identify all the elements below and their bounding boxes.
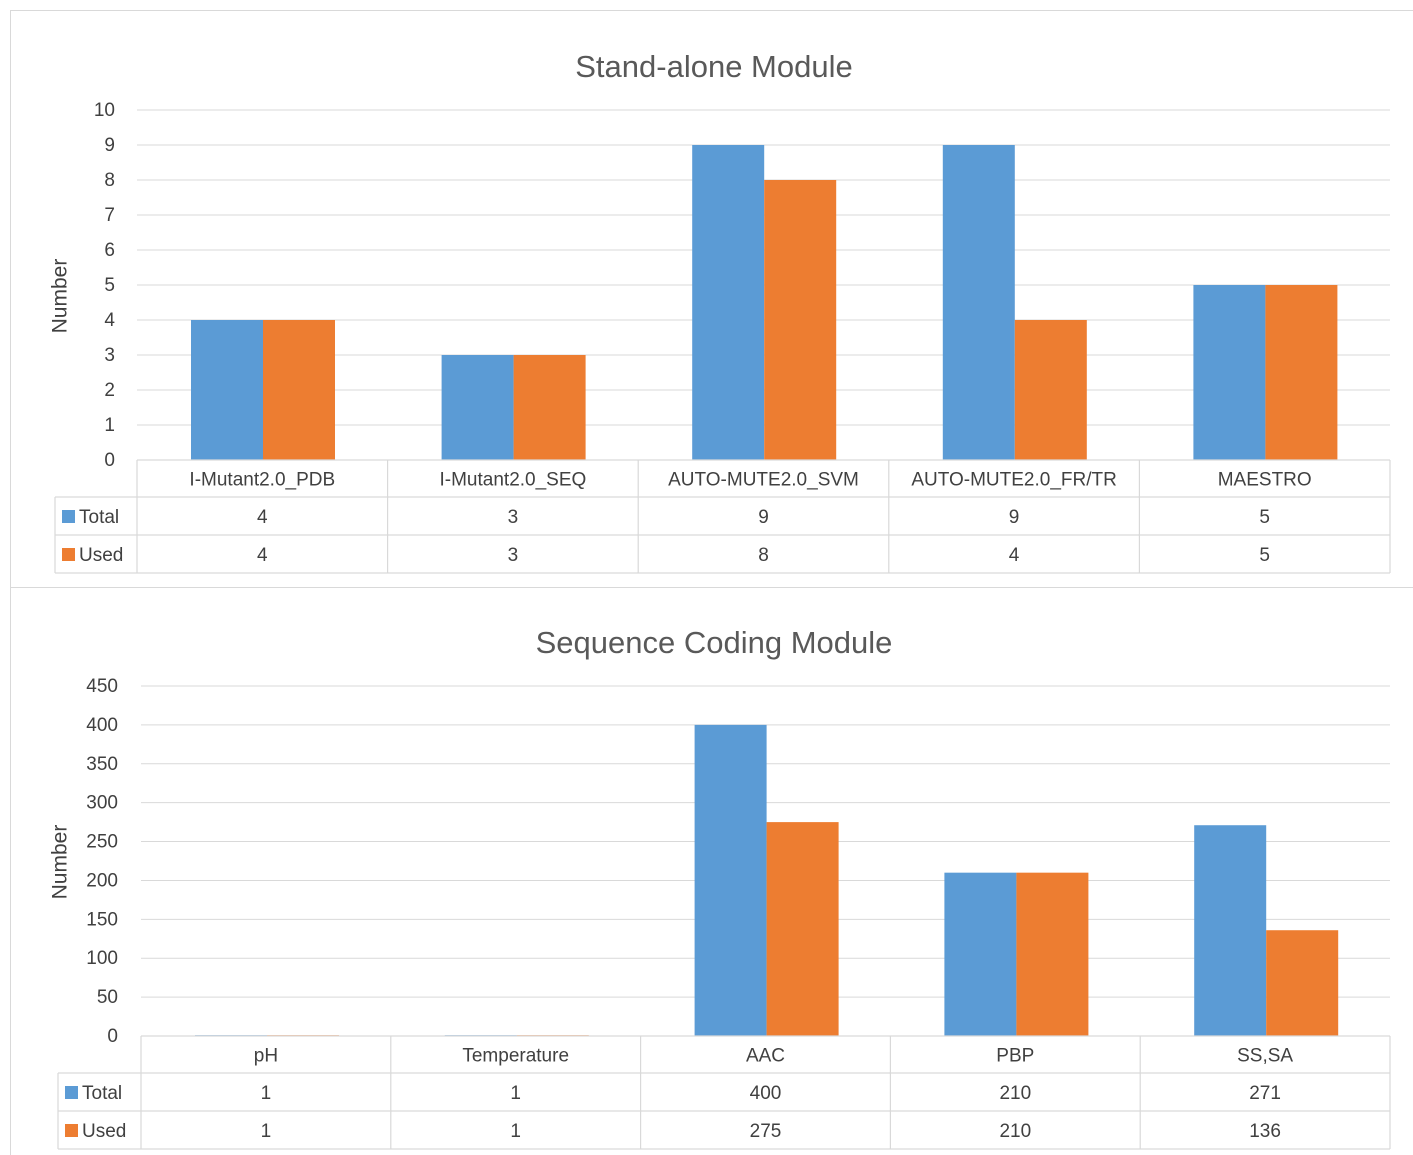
y-tick-label: 450 [86, 676, 118, 697]
bar-used [1014, 320, 1087, 460]
legend-key-total [62, 510, 75, 523]
bar-total [1194, 825, 1267, 1036]
category-label: SS,SA [1237, 1046, 1293, 1067]
bar-used [1265, 285, 1338, 460]
bar-total [944, 872, 1017, 1036]
legend-key-total [65, 1086, 78, 1099]
y-tick-label: 7 [104, 205, 115, 226]
category-label: MAESTRO [1218, 470, 1312, 491]
legend-label: Used [79, 545, 123, 566]
data-label: 1 [510, 1121, 521, 1142]
bar-used [513, 355, 586, 460]
y-tick-label: 50 [97, 987, 118, 1008]
bar-used [764, 180, 837, 460]
data-label: 4 [257, 507, 268, 528]
y-tick-label: 6 [104, 240, 115, 261]
bar-total [441, 355, 514, 460]
y-axis-label: Number [49, 259, 72, 334]
data-label: 1 [261, 1083, 272, 1104]
y-tick-label: 3 [104, 345, 115, 366]
y-tick-label: 4 [104, 310, 115, 331]
y-tick-label: 10 [94, 100, 115, 121]
legend-label: Used [82, 1121, 126, 1142]
legend-key-used [65, 1124, 78, 1137]
y-tick-label: 350 [86, 754, 118, 775]
data-label: 4 [257, 545, 268, 566]
chart-title: Sequence Coding Module [536, 625, 893, 660]
y-tick-label: 1 [104, 415, 115, 436]
y-tick-label: 300 [86, 793, 118, 814]
y-tick-label: 400 [86, 715, 118, 736]
category-label: I-Mutant2.0_PDB [189, 470, 335, 491]
data-label: 271 [1249, 1083, 1281, 1104]
category-label: AAC [746, 1046, 785, 1067]
bar-used [766, 822, 839, 1036]
legend-label: Total [82, 1083, 122, 1104]
data-label: 1 [261, 1121, 272, 1142]
sequence-coding-chart: Sequence Coding Module Number 0 50 100 150 200… [49, 625, 1391, 1150]
sequence-coding-chart-panel: Sequence Coding Module Number 0 50 100 150 200… [10, 588, 1413, 1155]
y-tick-label: 200 [86, 870, 118, 891]
y-tick-label: 5 [104, 275, 115, 296]
legend-key-used [62, 548, 75, 561]
bar-used [263, 320, 335, 460]
bar-total [191, 320, 263, 460]
bar-total [692, 145, 765, 460]
category-label: pH [254, 1046, 278, 1067]
data-label: 136 [1249, 1121, 1281, 1142]
data-label: 210 [999, 1121, 1031, 1142]
category-label: Temperature [462, 1046, 569, 1067]
data-label: 4 [1009, 545, 1020, 566]
category-label: AUTO-MUTE2.0_SVM [668, 470, 859, 491]
bar-total [1193, 285, 1266, 460]
chart-title: Stand-alone Module [575, 49, 852, 84]
y-axis-label: Number [49, 825, 72, 900]
stand-alone-chart-panel: Stand-alone Module Number 0 1 2 3 4 5 6 7 8 9 10 I-Mu… [10, 10, 1413, 588]
data-label: 275 [750, 1121, 782, 1142]
y-tick-label: 9 [104, 135, 115, 156]
data-label: 210 [999, 1083, 1031, 1104]
data-label: 1 [510, 1083, 521, 1104]
bar-total [694, 724, 767, 1036]
bar-used [1016, 872, 1089, 1036]
data-label: 5 [1259, 507, 1270, 528]
y-tick-label: 250 [86, 832, 118, 853]
y-tick-label: 100 [86, 948, 118, 969]
data-label: 5 [1259, 545, 1270, 566]
category-label: PBP [996, 1046, 1034, 1067]
y-tick-label: 2 [104, 380, 115, 401]
y-tick-label: 150 [86, 909, 118, 930]
data-label: 400 [750, 1083, 782, 1104]
data-label: 3 [508, 545, 519, 566]
legend-label: Total [79, 507, 119, 528]
y-tick-label: 8 [104, 170, 115, 191]
data-label: 3 [508, 507, 519, 528]
category-label: I-Mutant2.0_SEQ [440, 470, 587, 491]
category-label: AUTO-MUTE2.0_FR/TR [911, 470, 1117, 491]
bar-total [942, 145, 1015, 460]
y-tick-label: 0 [104, 450, 115, 471]
stand-alone-chart: Stand-alone Module Number 0 1 2 3 4 5 6 7 8 9 10 I-Mu… [49, 49, 1391, 574]
data-label: 9 [758, 507, 769, 528]
data-label: 9 [1009, 507, 1020, 528]
y-tick-label: 0 [107, 1026, 118, 1047]
bar-used [1266, 930, 1339, 1036]
data-label: 8 [758, 545, 769, 566]
